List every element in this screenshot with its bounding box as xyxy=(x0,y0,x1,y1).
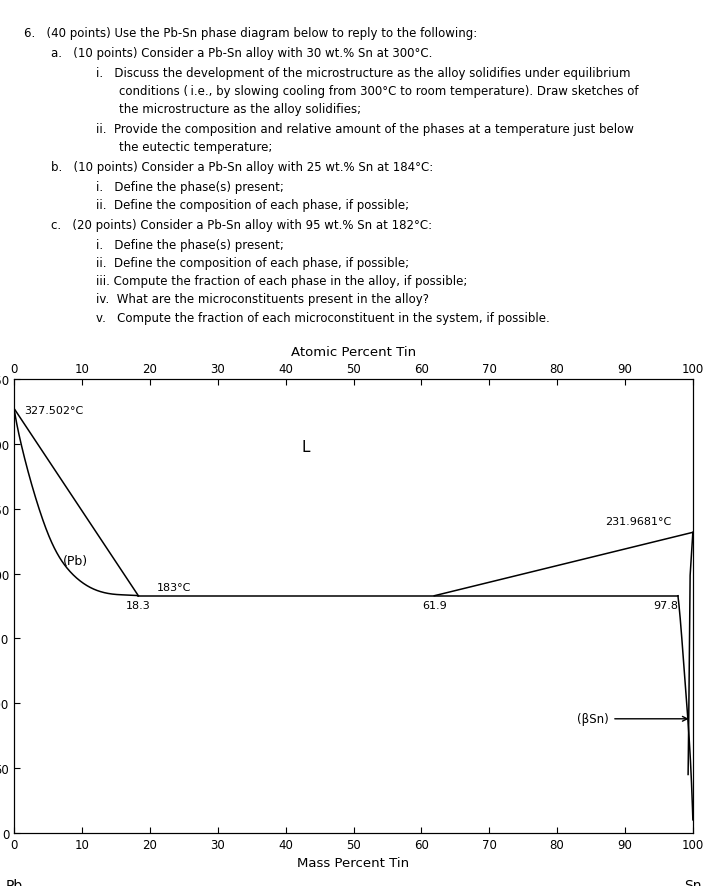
Text: (Pb): (Pb) xyxy=(63,555,88,568)
Text: the eutectic temperature;: the eutectic temperature; xyxy=(119,141,273,154)
Text: the microstructure as the alloy solidifies;: the microstructure as the alloy solidifi… xyxy=(119,103,361,116)
Text: 18.3: 18.3 xyxy=(126,601,151,610)
X-axis label: Atomic Percent Tin: Atomic Percent Tin xyxy=(291,346,416,358)
Text: i.   Define the phase(s) present;: i. Define the phase(s) present; xyxy=(95,181,284,194)
Text: 61.9: 61.9 xyxy=(422,601,447,610)
Text: (βSn): (βSn) xyxy=(578,712,687,726)
X-axis label: Mass Percent Tin: Mass Percent Tin xyxy=(298,856,409,869)
Text: v.   Compute the fraction of each microconstituent in the system, if possible.: v. Compute the fraction of each microcon… xyxy=(95,311,549,324)
Text: ii.  Provide the composition and relative amount of the phases at a temperature : ii. Provide the composition and relative… xyxy=(95,123,633,136)
Text: i.   Discuss the development of the microstructure as the alloy solidifies under: i. Discuss the development of the micros… xyxy=(95,66,630,80)
Text: L: L xyxy=(302,439,310,455)
Text: c.   (20 points) Consider a Pb-Sn alloy with 95 wt.% Sn at 182°C:: c. (20 points) Consider a Pb-Sn alloy wi… xyxy=(52,219,433,232)
Text: ii.  Define the composition of each phase, if possible;: ii. Define the composition of each phase… xyxy=(95,198,409,212)
Text: 97.8: 97.8 xyxy=(653,601,678,610)
Text: Sn: Sn xyxy=(684,878,701,886)
Text: b.   (10 points) Consider a Pb-Sn alloy with 25 wt.% Sn at 184°C:: b. (10 points) Consider a Pb-Sn alloy wi… xyxy=(52,161,433,174)
Text: 231.9681°C: 231.9681°C xyxy=(604,517,671,526)
Text: iv.  What are the microconstituents present in the alloy?: iv. What are the microconstituents prese… xyxy=(95,293,428,306)
Text: 327.502°C: 327.502°C xyxy=(24,406,83,416)
Text: 6.   (40 points) Use the Pb-Sn phase diagram below to reply to the following:: 6. (40 points) Use the Pb-Sn phase diagr… xyxy=(24,27,477,40)
Text: iii. Compute the fraction of each phase in the alloy, if possible;: iii. Compute the fraction of each phase … xyxy=(95,275,467,288)
Text: conditions ( i.e., by slowing cooling from 300°C to room temperature). Draw sket: conditions ( i.e., by slowing cooling fr… xyxy=(119,85,639,97)
Text: i.   Define the phase(s) present;: i. Define the phase(s) present; xyxy=(95,238,284,252)
Text: a.   (10 points) Consider a Pb-Sn alloy with 30 wt.% Sn at 300°C.: a. (10 points) Consider a Pb-Sn alloy wi… xyxy=(52,47,433,59)
Text: Pb: Pb xyxy=(6,878,23,886)
Text: ii.  Define the composition of each phase, if possible;: ii. Define the composition of each phase… xyxy=(95,257,409,270)
Text: 183°C: 183°C xyxy=(157,582,191,592)
